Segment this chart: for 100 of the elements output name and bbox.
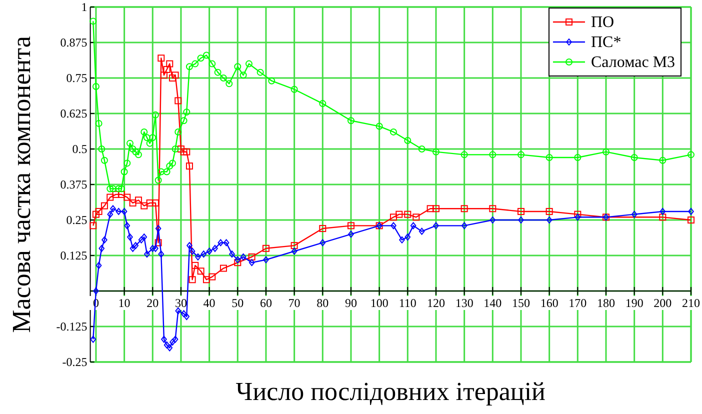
point	[141, 234, 148, 241]
y-tick-label: 0.25	[66, 213, 88, 227]
y-tick-label: 0.75	[66, 71, 88, 85]
point	[200, 250, 207, 258]
point	[95, 120, 102, 127]
point	[396, 210, 403, 218]
point	[186, 63, 193, 70]
point	[166, 60, 174, 68]
point	[100, 156, 108, 164]
x-axis-title: Число послідовних ітерацій	[236, 377, 546, 406]
point	[574, 154, 582, 162]
point	[174, 128, 182, 136]
y-tick-label: 0.125	[60, 248, 88, 262]
x-tick-label: 110	[398, 296, 416, 310]
x-tick-label: 90	[344, 296, 357, 310]
point	[426, 205, 434, 212]
point	[134, 196, 142, 204]
point	[146, 199, 154, 206]
point	[546, 216, 552, 224]
point	[197, 268, 204, 275]
point	[184, 313, 190, 320]
y-tick-label: -0.25	[62, 355, 88, 369]
point	[115, 185, 122, 192]
point	[659, 214, 666, 221]
point	[376, 122, 383, 130]
x-tick-label: 40	[203, 296, 216, 310]
x-tick-label: 100	[370, 296, 388, 310]
point	[126, 140, 134, 147]
point	[177, 146, 184, 152]
point	[90, 222, 97, 230]
point	[319, 100, 326, 108]
point	[150, 244, 156, 252]
point	[124, 194, 131, 201]
point	[164, 341, 170, 348]
x-tick-label: 80	[316, 296, 329, 310]
point	[174, 97, 182, 104]
x-tick-label: 50	[232, 296, 244, 310]
point	[240, 253, 246, 260]
point	[168, 160, 176, 167]
x-tick-label: 120	[426, 296, 445, 310]
point	[172, 336, 178, 343]
point	[90, 18, 97, 25]
x-tick-label: 130	[455, 296, 474, 310]
point	[98, 146, 106, 152]
point	[92, 210, 100, 218]
point	[212, 244, 218, 252]
point	[95, 208, 102, 215]
point	[418, 146, 426, 152]
point	[163, 168, 170, 176]
point	[140, 128, 148, 136]
point	[320, 239, 326, 246]
point	[290, 86, 298, 93]
point	[183, 108, 190, 116]
point	[410, 222, 416, 230]
point	[240, 72, 247, 79]
point	[461, 222, 468, 230]
point	[168, 74, 176, 82]
x-tick-label: 200	[654, 296, 672, 310]
x-tick-label: 70	[288, 296, 300, 310]
point	[546, 154, 553, 162]
point	[460, 205, 468, 212]
point	[129, 199, 136, 206]
point	[433, 222, 439, 230]
point	[202, 52, 210, 59]
point	[234, 259, 242, 266]
point	[319, 225, 326, 232]
point	[226, 80, 233, 88]
legend-label: ПО	[591, 14, 614, 31]
point	[109, 185, 116, 192]
point	[100, 202, 108, 210]
y-tick-label: -0.125	[56, 320, 88, 334]
point	[92, 83, 100, 90]
point	[146, 140, 154, 147]
point	[688, 151, 694, 158]
point	[120, 168, 128, 176]
point	[129, 146, 136, 152]
point	[154, 239, 162, 246]
point	[107, 210, 114, 218]
point	[412, 214, 420, 221]
x-tick-label: 10	[118, 296, 130, 310]
point	[90, 336, 96, 343]
point	[152, 244, 158, 252]
point	[195, 253, 201, 260]
point	[291, 248, 298, 255]
y-tick-label: 0.625	[60, 106, 88, 120]
point	[517, 151, 524, 158]
point	[98, 244, 105, 252]
point	[140, 202, 148, 210]
legend-label: Саломас М3	[591, 54, 676, 71]
point	[96, 262, 102, 269]
point	[158, 54, 165, 62]
point	[110, 205, 116, 212]
point	[186, 242, 192, 250]
legend-label: ПС*	[591, 34, 622, 51]
x-tick-label: 30	[174, 296, 187, 310]
point	[404, 234, 411, 241]
point	[202, 276, 210, 284]
point	[223, 239, 230, 246]
point	[432, 205, 440, 212]
point	[234, 63, 242, 70]
